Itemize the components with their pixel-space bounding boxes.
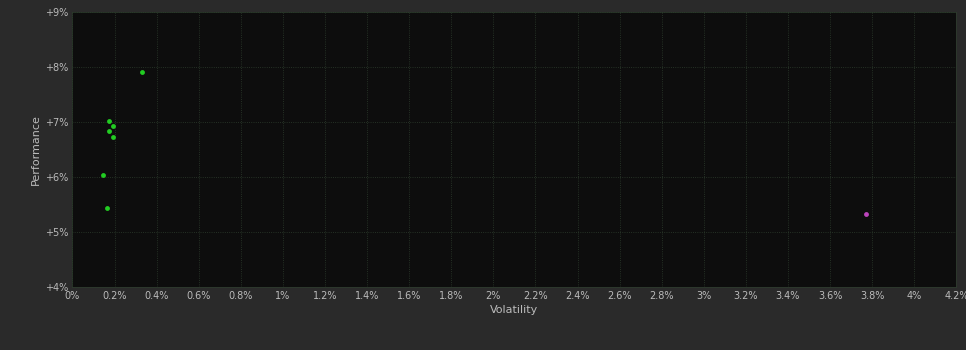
Y-axis label: Performance: Performance	[31, 114, 41, 185]
X-axis label: Volatility: Volatility	[491, 305, 538, 315]
